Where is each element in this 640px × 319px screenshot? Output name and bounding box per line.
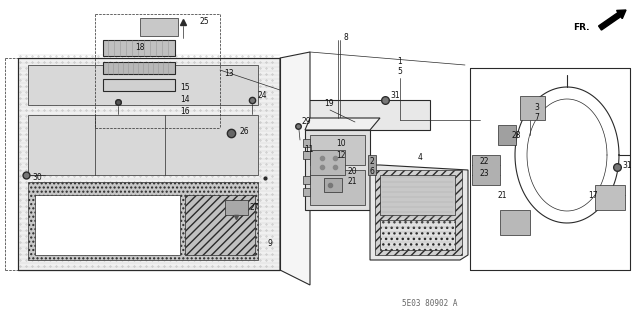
- Polygon shape: [500, 210, 530, 235]
- Polygon shape: [280, 52, 310, 285]
- Polygon shape: [35, 195, 180, 255]
- Text: 14: 14: [180, 95, 189, 105]
- Text: 31: 31: [390, 92, 399, 100]
- Text: 6: 6: [370, 167, 375, 176]
- Polygon shape: [303, 139, 310, 147]
- Polygon shape: [498, 125, 516, 145]
- Polygon shape: [310, 170, 365, 205]
- Polygon shape: [324, 178, 342, 192]
- Polygon shape: [370, 165, 468, 260]
- Text: 11: 11: [304, 145, 314, 154]
- Polygon shape: [303, 176, 310, 184]
- Text: 24: 24: [258, 92, 268, 100]
- FancyArrow shape: [598, 10, 626, 30]
- Text: 13: 13: [224, 70, 234, 78]
- Polygon shape: [380, 220, 455, 250]
- Text: 18: 18: [135, 43, 145, 53]
- Text: 21: 21: [497, 191, 506, 201]
- Polygon shape: [380, 175, 455, 215]
- Text: 15: 15: [180, 83, 189, 92]
- Polygon shape: [305, 118, 380, 130]
- Polygon shape: [28, 65, 258, 105]
- Text: 1: 1: [397, 57, 403, 66]
- Text: 4: 4: [418, 153, 423, 162]
- Polygon shape: [303, 151, 310, 159]
- Polygon shape: [225, 200, 248, 215]
- Text: 25: 25: [200, 18, 210, 26]
- Text: 9: 9: [268, 240, 273, 249]
- Polygon shape: [185, 195, 255, 255]
- Polygon shape: [18, 58, 280, 270]
- Text: 26: 26: [240, 128, 250, 137]
- Text: 22: 22: [480, 158, 490, 167]
- Text: 17: 17: [588, 191, 598, 201]
- Text: 7: 7: [534, 114, 539, 122]
- Text: 5E03 80902 A: 5E03 80902 A: [403, 299, 458, 308]
- Text: 19: 19: [324, 100, 333, 108]
- Polygon shape: [520, 96, 545, 120]
- Text: FR.: FR.: [573, 24, 590, 33]
- Text: 8: 8: [343, 33, 348, 42]
- Text: 12: 12: [336, 152, 346, 160]
- Text: 31: 31: [622, 161, 632, 170]
- Polygon shape: [103, 40, 175, 56]
- Polygon shape: [375, 170, 462, 255]
- Polygon shape: [28, 115, 258, 175]
- Polygon shape: [103, 79, 175, 91]
- Polygon shape: [28, 182, 258, 260]
- Text: 30: 30: [32, 174, 42, 182]
- Polygon shape: [305, 130, 370, 210]
- Text: 29: 29: [302, 117, 312, 127]
- Text: 28: 28: [512, 131, 522, 140]
- Polygon shape: [140, 18, 178, 36]
- Polygon shape: [310, 135, 365, 165]
- Polygon shape: [368, 155, 376, 175]
- Polygon shape: [303, 188, 310, 196]
- Polygon shape: [472, 155, 500, 185]
- Text: 20: 20: [347, 167, 356, 176]
- Text: 3: 3: [534, 103, 539, 113]
- Text: 10: 10: [336, 139, 346, 149]
- Text: 23: 23: [480, 168, 490, 177]
- Polygon shape: [595, 185, 625, 210]
- Text: 16: 16: [180, 108, 189, 116]
- Polygon shape: [103, 62, 175, 74]
- Text: 5: 5: [397, 68, 403, 77]
- Text: 2: 2: [370, 158, 375, 167]
- Polygon shape: [310, 150, 345, 175]
- Polygon shape: [280, 100, 430, 130]
- Text: 21: 21: [347, 177, 356, 187]
- Text: 27: 27: [249, 204, 259, 212]
